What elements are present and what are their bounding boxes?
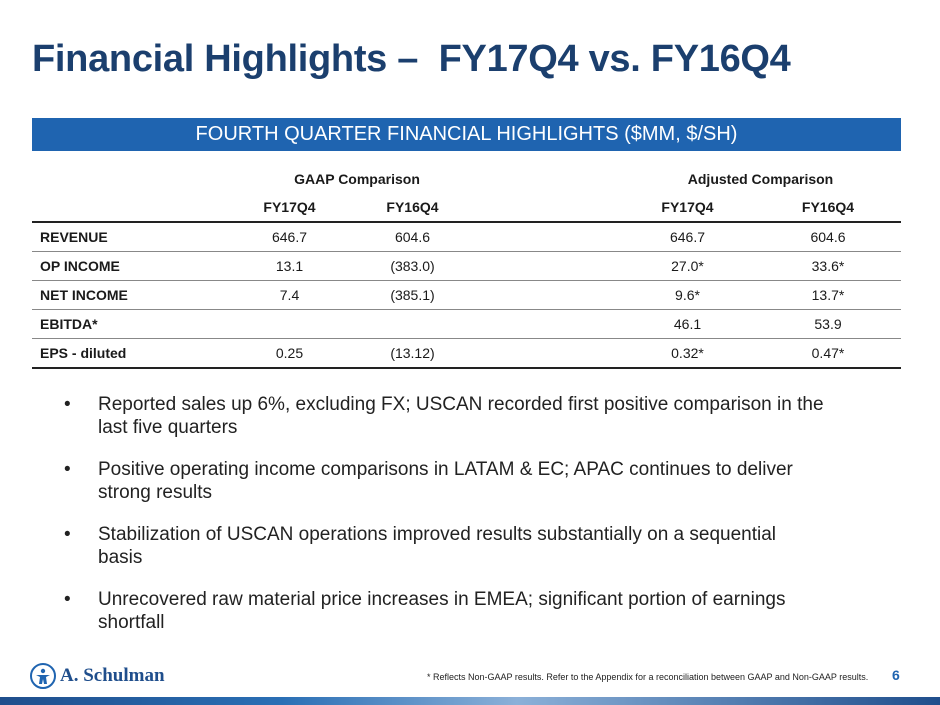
bullet-icon: • bbox=[64, 589, 71, 610]
column-header: FY16Q4 bbox=[386, 199, 439, 215]
bullet-icon: • bbox=[64, 524, 71, 545]
section-banner: FOURTH QUARTER FINANCIAL HIGHLIGHTS ($MM… bbox=[32, 118, 901, 151]
page-title: Financial Highlights – FY17Q4 vs. FY16Q4 bbox=[32, 38, 791, 80]
table-cell: 13.1 bbox=[275, 258, 304, 274]
column-header: FY16Q4 bbox=[801, 199, 855, 215]
table-cell: 13.7* bbox=[811, 287, 845, 303]
list-item: • Unrecovered raw material price increas… bbox=[64, 588, 824, 634]
table-cell: 604.6 bbox=[810, 229, 846, 245]
person-emblem-icon bbox=[30, 663, 56, 689]
table-cell: 46.1 bbox=[673, 316, 702, 332]
table-cell: 0.47* bbox=[811, 345, 845, 361]
table-cell bbox=[345, 310, 480, 339]
list-item: • Stabilization of USCAN operations impr… bbox=[64, 523, 824, 569]
row-label: EBITDA* bbox=[40, 316, 98, 332]
column-header-row: FY17Q4 FY16Q4 FY17Q4 FY16Q4 bbox=[32, 193, 901, 222]
table-cell: 9.6* bbox=[675, 287, 700, 303]
footer-bar bbox=[0, 697, 940, 705]
row-label: OP INCOME bbox=[40, 258, 120, 274]
table-cell bbox=[234, 310, 345, 339]
row-label: REVENUE bbox=[40, 229, 108, 245]
bullet-text: Reported sales up 6%, excluding FX; USCA… bbox=[98, 394, 824, 438]
bullet-text: Positive operating income comparisons in… bbox=[98, 459, 793, 503]
gaap-comparison-header: GAAP Comparison bbox=[294, 171, 420, 187]
bullet-icon: • bbox=[64, 394, 71, 415]
table-cell: 0.25 bbox=[275, 345, 304, 361]
table-row: OP INCOME 13.1 (383.0) 27.0* 33.6* bbox=[32, 252, 901, 281]
table-cell: (383.0) bbox=[390, 258, 435, 274]
column-header: FY17Q4 bbox=[263, 199, 316, 215]
highlights-list: • Reported sales up 6%, excluding FX; US… bbox=[64, 393, 824, 653]
table-cell: 33.6* bbox=[811, 258, 845, 274]
bullet-icon: • bbox=[64, 459, 71, 480]
row-label: EPS - diluted bbox=[40, 345, 127, 361]
table-row: EBITDA* 46.1 53.9 bbox=[32, 310, 901, 339]
column-header: FY17Q4 bbox=[661, 199, 714, 215]
table-cell: 646.7 bbox=[669, 229, 706, 245]
table-cell: 27.0* bbox=[671, 258, 704, 274]
table-cell: 53.9 bbox=[814, 316, 842, 332]
company-logo: A. Schulman bbox=[30, 662, 165, 690]
adjusted-comparison-header: Adjusted Comparison bbox=[687, 171, 834, 187]
table-cell: 0.32* bbox=[671, 345, 704, 361]
page-number: 6 bbox=[892, 667, 900, 683]
table-cell: 604.6 bbox=[394, 229, 431, 245]
table-row: EPS - diluted 0.25 (13.12) 0.32* 0.47* bbox=[32, 339, 901, 368]
table-cell: (13.12) bbox=[390, 345, 435, 361]
row-label: NET INCOME bbox=[40, 287, 128, 303]
bullet-text: Unrecovered raw material price increases… bbox=[98, 589, 786, 633]
logo-text: A. Schulman bbox=[60, 665, 165, 686]
financial-highlights-table: GAAP Comparison Adjusted Comparison FY17… bbox=[32, 165, 901, 369]
table-cell: (385.1) bbox=[390, 287, 435, 303]
group-header-row: GAAP Comparison Adjusted Comparison bbox=[32, 165, 901, 193]
list-item: • Reported sales up 6%, excluding FX; US… bbox=[64, 393, 824, 439]
footnote: * Reflects Non-GAAP results. Refer to th… bbox=[427, 672, 869, 682]
table-row: NET INCOME 7.4 (385.1) 9.6* 13.7* bbox=[32, 281, 901, 310]
table-cell: 646.7 bbox=[271, 229, 308, 245]
table-cell: 7.4 bbox=[279, 287, 300, 303]
bullet-text: Stabilization of USCAN operations improv… bbox=[98, 524, 777, 568]
table-row: REVENUE 646.7 604.6 646.7 604.6 bbox=[32, 222, 901, 252]
list-item: • Positive operating income comparisons … bbox=[64, 458, 824, 504]
